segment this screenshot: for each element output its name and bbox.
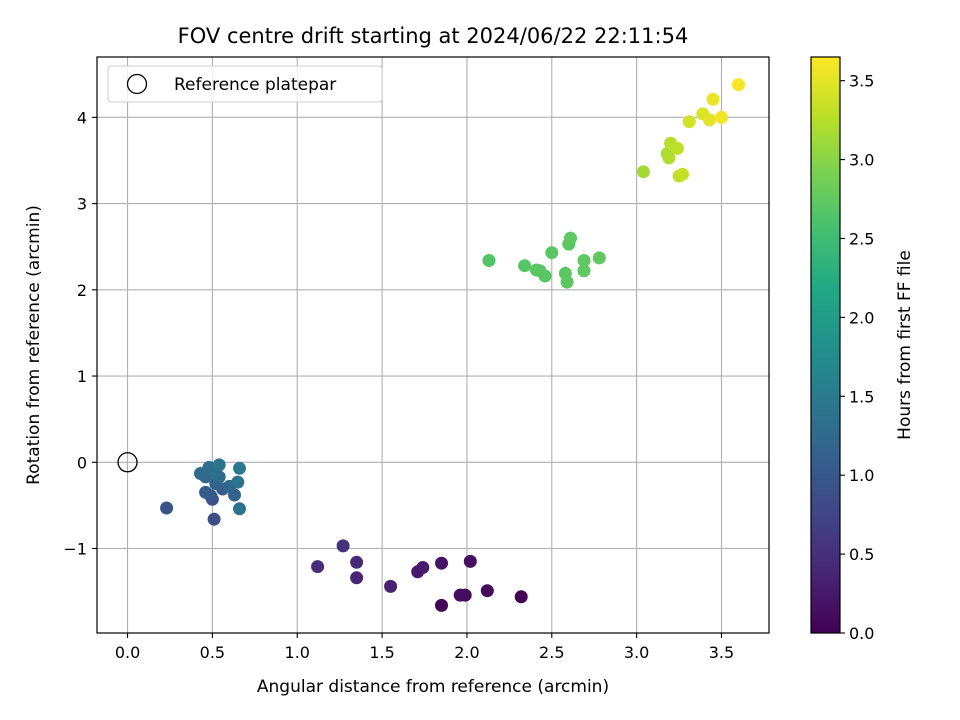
data-point [199,485,213,499]
x-tick-label: 3.0 [624,643,649,662]
data-point [715,110,728,124]
y-tick-label: 0 [77,453,87,472]
x-axis-label: Angular distance from reference (arcmin) [257,677,609,697]
data-point [350,571,364,585]
data-point [482,254,496,267]
x-tick-label: 0.0 [115,643,140,662]
x-tick-label: 2.5 [539,643,564,662]
x-tick-label: 3.5 [709,643,734,662]
data-point [706,92,720,106]
legend-box [107,65,383,103]
data-point [592,251,606,265]
plot-frame [96,56,770,634]
data-point [670,141,684,155]
data-point [577,264,591,278]
data-point [435,598,448,612]
data-point [560,275,574,289]
data-point [336,539,350,553]
data-point [212,458,226,472]
data-point [384,579,398,593]
colorbar: 0.0 0.5 1.0 1.5 2.0 2.5 3.0 3.5 Hours from firs… [810,56,915,643]
data-point [480,584,494,598]
colorbar-tick-label: 1.0 [849,466,874,485]
legend-label-reference: Reference platepar [174,75,336,95]
y-tick-label: 1 [77,367,87,386]
grid [97,57,769,633]
colorbar-tick-label: 0.5 [849,545,874,564]
legend-marker-reference [126,73,148,95]
data-points [117,78,745,612]
y-axis-label: Rotation from reference (arcmin) [24,205,44,485]
colorbar-tick-label: 2.0 [849,308,874,327]
x-tick-label: 1.0 [285,643,310,662]
data-point [416,561,430,574]
colorbar-tick-label: 0.0 [849,624,874,643]
x-axis-ticks: 0.0 0.5 1.0 1.5 2.0 2.5 3.0 3.5 [115,633,734,662]
x-tick-label: 0.5 [200,643,225,662]
data-point [538,269,552,283]
data-point [662,151,676,165]
data-point [350,555,364,569]
data-point [231,475,245,489]
x-tick-label: 1.5 [369,643,394,662]
colorbar-tick-label: 1.5 [849,387,874,406]
data-point [676,167,689,181]
data-point [703,113,717,127]
data-point [453,588,467,602]
colorbar-tick-label: 3.0 [849,151,874,170]
y-tick-label: 4 [77,108,87,127]
data-point [463,554,477,568]
colorbar-gradient [810,56,841,634]
data-point [545,246,559,260]
colorbar-tick-label: 2.5 [849,229,874,248]
data-point [311,560,325,574]
data-point [514,590,528,604]
x-tick-label: 2.0 [454,643,479,662]
data-point [435,556,448,570]
y-axis-ticks: −1 0 1 2 3 4 [63,108,97,558]
colorbar-label: Hours from first FF file [895,250,915,440]
data-point [564,231,577,245]
data-point [233,502,246,516]
chart-title: FOV centre drift starting at 2024/06/22 … [178,24,689,48]
data-point [160,501,174,515]
data-point [732,78,745,92]
data-point [207,512,221,526]
data-point [636,165,650,179]
y-tick-label: 3 [77,195,87,214]
data-point [682,115,696,129]
colorbar-ticks: 0.0 0.5 1.0 1.5 2.0 2.5 3.0 3.5 [840,72,874,643]
legend: Reference platepar [107,65,383,103]
colorbar-tick-label: 3.5 [849,72,874,91]
data-point [233,461,246,475]
reference-marker [117,452,138,473]
y-tick-label: −1 [63,539,87,558]
y-tick-label: 2 [77,281,87,300]
data-point [518,259,532,273]
data-point [577,254,591,267]
